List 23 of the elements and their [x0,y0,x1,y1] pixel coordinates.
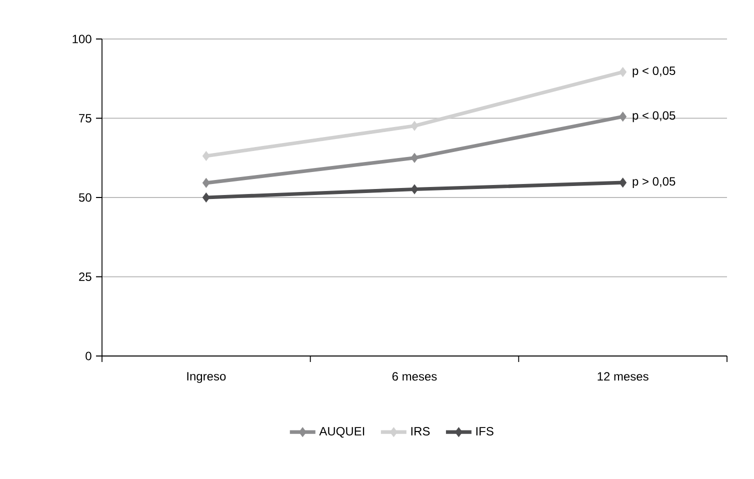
legend-label: IFS [476,427,494,436]
annotation: p < 0,05 [632,111,676,122]
y-tick-label: 25 [79,272,92,282]
x-tick-label: 12 meses [598,372,648,381]
y-tick-label: 0 [86,352,92,360]
point [202,150,210,162]
annotation: p > 0,05 [632,177,676,188]
x-tick-label: 6 meses [392,372,437,381]
point [202,178,210,188]
annotation: p < 0,05 [632,66,676,78]
x-tick-label: Ingreso [187,372,226,383]
point [202,192,210,203]
legend-label: IRS [411,427,430,436]
point [410,120,418,131]
y-tick-label: 100 [72,34,92,44]
point [619,112,627,122]
point [410,152,418,163]
point [410,184,418,194]
legend-label: AUQUEI [319,427,364,438]
y-tick-label: 75 [79,114,92,122]
point [619,66,627,78]
point [619,178,627,188]
y-tick-label: 50 [78,193,92,202]
